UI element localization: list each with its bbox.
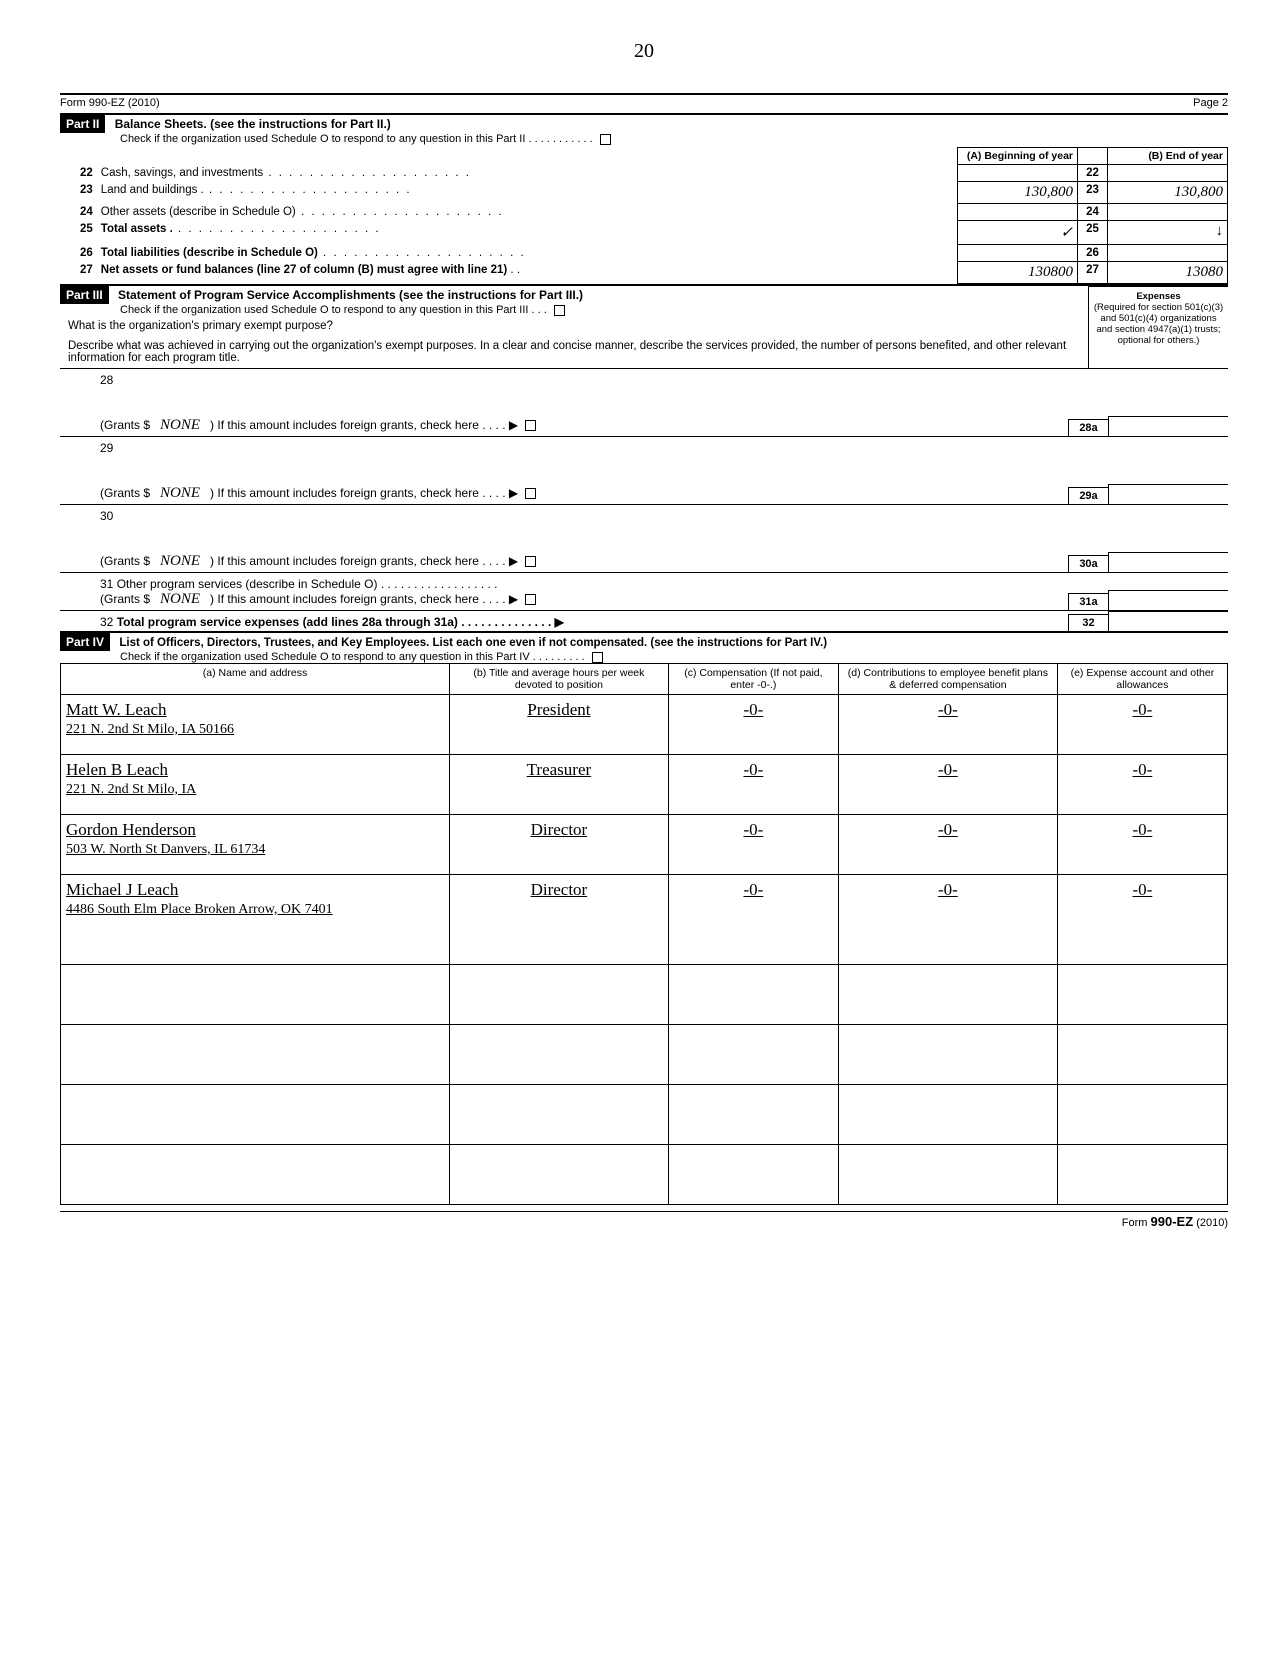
col-d: (d) Contributions to employee benefit pl… [838, 664, 1057, 695]
part3-header: Part III [60, 286, 109, 304]
col-b-header: (B) End of year [1108, 148, 1228, 165]
part3-checkbox[interactable] [554, 305, 565, 316]
part2-section: Part II Balance Sheets. (see the instruc… [60, 113, 1228, 145]
table-row: Matt W. Leach221 N. 2nd St Milo, IA 5016… [61, 695, 1228, 755]
line-29: 29 (Grants $ NONE ) If this amount inclu… [60, 437, 1228, 504]
line-28: 28 (Grants $ NONE ) If this amount inclu… [60, 369, 1228, 436]
part3-section: Part III Statement of Program Service Ac… [60, 284, 1228, 631]
table-row: Helen B Leach221 N. 2nd St Milo, IA Trea… [61, 755, 1228, 815]
part3-q2: Describe what was achieved in carrying o… [60, 336, 1088, 368]
part4-checkbox[interactable] [592, 652, 603, 663]
col-b: (b) Title and average hours per week dev… [450, 664, 669, 695]
table-row [61, 965, 1228, 1025]
table-row: Gordon Henderson503 W. North St Danvers,… [61, 815, 1228, 875]
line-30: 30 (Grants $ NONE ) If this amount inclu… [60, 505, 1228, 572]
part4-section: Part IV List of Officers, Directors, Tru… [60, 631, 1228, 663]
line-32: 32 Total program service expenses (add l… [60, 611, 1228, 631]
line-31: 31 Other program services (describe in S… [60, 573, 1228, 610]
officers-table: (a) Name and address (b) Title and avera… [60, 663, 1228, 1205]
col-e: (e) Expense account and other allowances [1057, 664, 1227, 695]
part3-q1: What is the organization's primary exemp… [60, 316, 1088, 336]
part4-title: List of Officers, Directors, Trustees, a… [119, 637, 827, 649]
expenses-box: Expenses (Required for section 501(c)(3)… [1088, 286, 1228, 368]
page-number-handwritten: 20 [60, 40, 1228, 63]
part4-header: Part IV [60, 633, 110, 651]
part4-sub: Check if the organization used Schedule … [120, 651, 1228, 663]
part2-header: Part II [60, 115, 105, 133]
part2-title: Balance Sheets. (see the instructions fo… [115, 117, 391, 131]
col-c: (c) Compensation (If not paid, enter -0-… [668, 664, 838, 695]
table-row [61, 1025, 1228, 1085]
part2-checkbox[interactable] [600, 134, 611, 145]
form-id: Form 990-EZ (2010) [60, 97, 160, 109]
part3-title: Statement of Program Service Accomplishm… [118, 288, 583, 302]
form-header: Form 990-EZ (2010) Page 2 [60, 93, 1228, 109]
balance-sheet-table: (A) Beginning of year (B) End of year 22… [60, 147, 1228, 284]
part2-sub: Check if the organization used Schedule … [120, 133, 1228, 145]
table-row [61, 1145, 1228, 1205]
page-label: Page 2 [1193, 97, 1228, 109]
col-a-header: (A) Beginning of year [958, 148, 1078, 165]
col-a: (a) Name and address [61, 664, 450, 695]
part3-sub: Check if the organization used Schedule … [120, 304, 1088, 316]
table-row: Michael J Leach4486 South Elm Place Brok… [61, 875, 1228, 965]
table-row [61, 1085, 1228, 1145]
form-footer: Form 990-EZ (2010) [60, 1211, 1228, 1229]
